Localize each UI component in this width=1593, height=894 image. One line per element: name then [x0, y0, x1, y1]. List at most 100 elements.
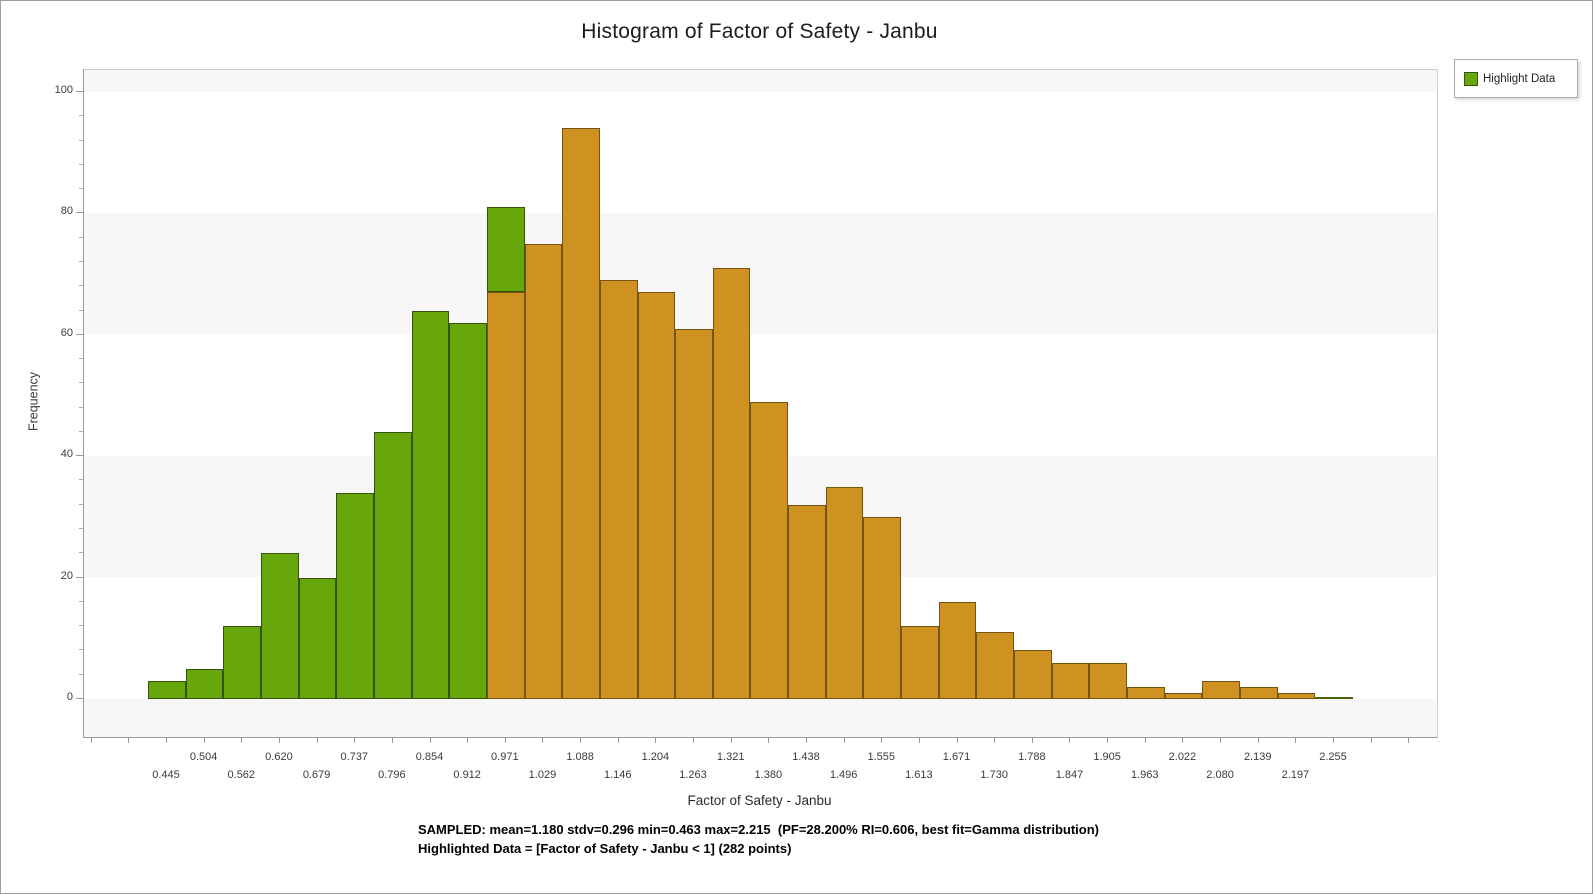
histogram-bar	[524, 243, 563, 699]
x-tick	[580, 737, 582, 743]
x-tick	[1182, 737, 1184, 743]
x-tick-label: 0.679	[302, 769, 331, 781]
legend-label: Highlight Data	[1483, 72, 1556, 85]
plot-area[interactable]	[83, 69, 1438, 738]
x-tick-label: 1.146	[603, 769, 632, 781]
x-tick-label: 1.730	[980, 769, 1008, 781]
histogram-bar-zero	[1315, 697, 1353, 699]
histogram-bar	[599, 280, 638, 699]
histogram-bar-highlighted	[261, 553, 299, 699]
y-minor-tick	[79, 188, 83, 190]
histogram-bar	[863, 516, 902, 699]
y-minor-tick	[79, 285, 83, 287]
histogram-bar	[1239, 686, 1278, 699]
histogram-bar-highlighted	[148, 680, 186, 699]
x-tick	[1220, 737, 1222, 743]
x-tick-label: 0.445	[152, 769, 180, 781]
y-tick-label: 60	[60, 326, 73, 339]
x-tick	[128, 737, 130, 743]
y-major-tick	[76, 333, 83, 335]
y-tick-label: 100	[54, 84, 73, 96]
y-minor-tick	[79, 552, 83, 554]
x-tick-label: 0.620	[265, 751, 293, 763]
x-tick	[316, 737, 318, 743]
y-tick-label: 20	[60, 569, 73, 582]
plot-band	[84, 699, 1437, 737]
x-tick-label: 1.321	[716, 751, 745, 763]
x-tick-label: 2.139	[1243, 751, 1272, 763]
y-minor-tick	[79, 236, 83, 238]
x-tick	[504, 737, 506, 743]
histogram-bar	[1202, 680, 1240, 699]
x-tick-label: 0.854	[415, 751, 444, 763]
y-minor-tick	[79, 406, 83, 408]
x-tick	[1332, 737, 1334, 743]
y-major-tick	[76, 698, 83, 699]
y-minor-tick	[79, 528, 83, 530]
x-tick	[655, 737, 657, 743]
x-tick	[203, 737, 205, 743]
x-tick	[1408, 737, 1410, 743]
x-tick	[1069, 737, 1071, 743]
histogram-bar	[788, 504, 826, 699]
histogram-bar	[1014, 650, 1052, 699]
histogram-bar	[750, 401, 789, 699]
y-minor-tick	[79, 430, 83, 432]
histogram-bar	[825, 486, 864, 699]
histogram-bar	[1277, 692, 1316, 699]
x-tick	[1295, 737, 1297, 743]
y-tick-label: 40	[60, 448, 73, 461]
histogram-bar-highlighted	[486, 207, 525, 293]
x-tick	[542, 737, 544, 743]
y-major-tick	[76, 91, 83, 92]
x-tick	[1144, 737, 1146, 743]
y-minor-tick	[79, 382, 83, 384]
histogram-bar	[1051, 662, 1090, 699]
x-tick	[241, 737, 243, 743]
histogram-bar-highlighted	[411, 310, 450, 699]
x-tick	[617, 737, 619, 743]
x-tick-label: 1.788	[1018, 751, 1046, 763]
legend-box[interactable]: Highlight Data	[1454, 59, 1578, 98]
stats-annotation: SAMPLED: mean=1.180 stdv=0.296 min=0.463…	[418, 820, 1099, 858]
x-tick-label: 0.562	[227, 769, 256, 781]
histogram-bar	[1164, 692, 1203, 699]
y-minor-tick	[79, 358, 83, 360]
y-major-tick	[76, 212, 83, 214]
x-tick-label: 1.380	[754, 769, 783, 781]
histogram-bar-highlighted	[298, 577, 337, 699]
histogram-bar-highlighted	[449, 322, 487, 699]
x-tick	[278, 737, 280, 743]
histogram-bar	[1089, 662, 1127, 699]
y-minor-tick	[79, 649, 83, 651]
histogram-bar	[712, 268, 751, 699]
histogram-bar	[637, 292, 676, 699]
y-minor-tick	[79, 479, 83, 481]
y-minor-tick	[79, 600, 83, 602]
x-tick-label: 0.912	[453, 769, 481, 781]
x-tick-label: 1.496	[829, 769, 858, 781]
sampled-stats-line: SAMPLED: mean=1.180 stdv=0.296 min=0.463…	[418, 822, 1100, 837]
x-tick-label: 1.847	[1055, 769, 1084, 781]
x-tick	[768, 737, 770, 743]
y-minor-tick	[79, 139, 83, 141]
histogram-bar-highlighted	[223, 626, 262, 699]
x-tick-label: 1.088	[566, 751, 594, 763]
y-minor-tick	[79, 673, 83, 675]
histogram-bar	[1126, 686, 1165, 699]
x-tick	[429, 737, 431, 743]
x-tick	[881, 737, 883, 743]
x-tick-label: 1.905	[1093, 751, 1121, 763]
y-minor-tick	[79, 260, 83, 262]
highlighted-data-line: Highlighted Data = [Factor of Safety - J…	[418, 841, 792, 856]
y-minor-tick	[79, 309, 83, 311]
x-tick-label: 0.737	[340, 751, 368, 763]
x-tick-label: 1.263	[679, 769, 707, 781]
x-tick-label: 2.197	[1281, 769, 1310, 781]
histogram-bar	[562, 128, 600, 699]
x-tick	[994, 737, 996, 743]
y-major-tick	[76, 576, 83, 578]
highlight-data-swatch-icon	[1464, 71, 1478, 86]
x-tick	[956, 737, 958, 743]
x-tick	[166, 737, 167, 743]
